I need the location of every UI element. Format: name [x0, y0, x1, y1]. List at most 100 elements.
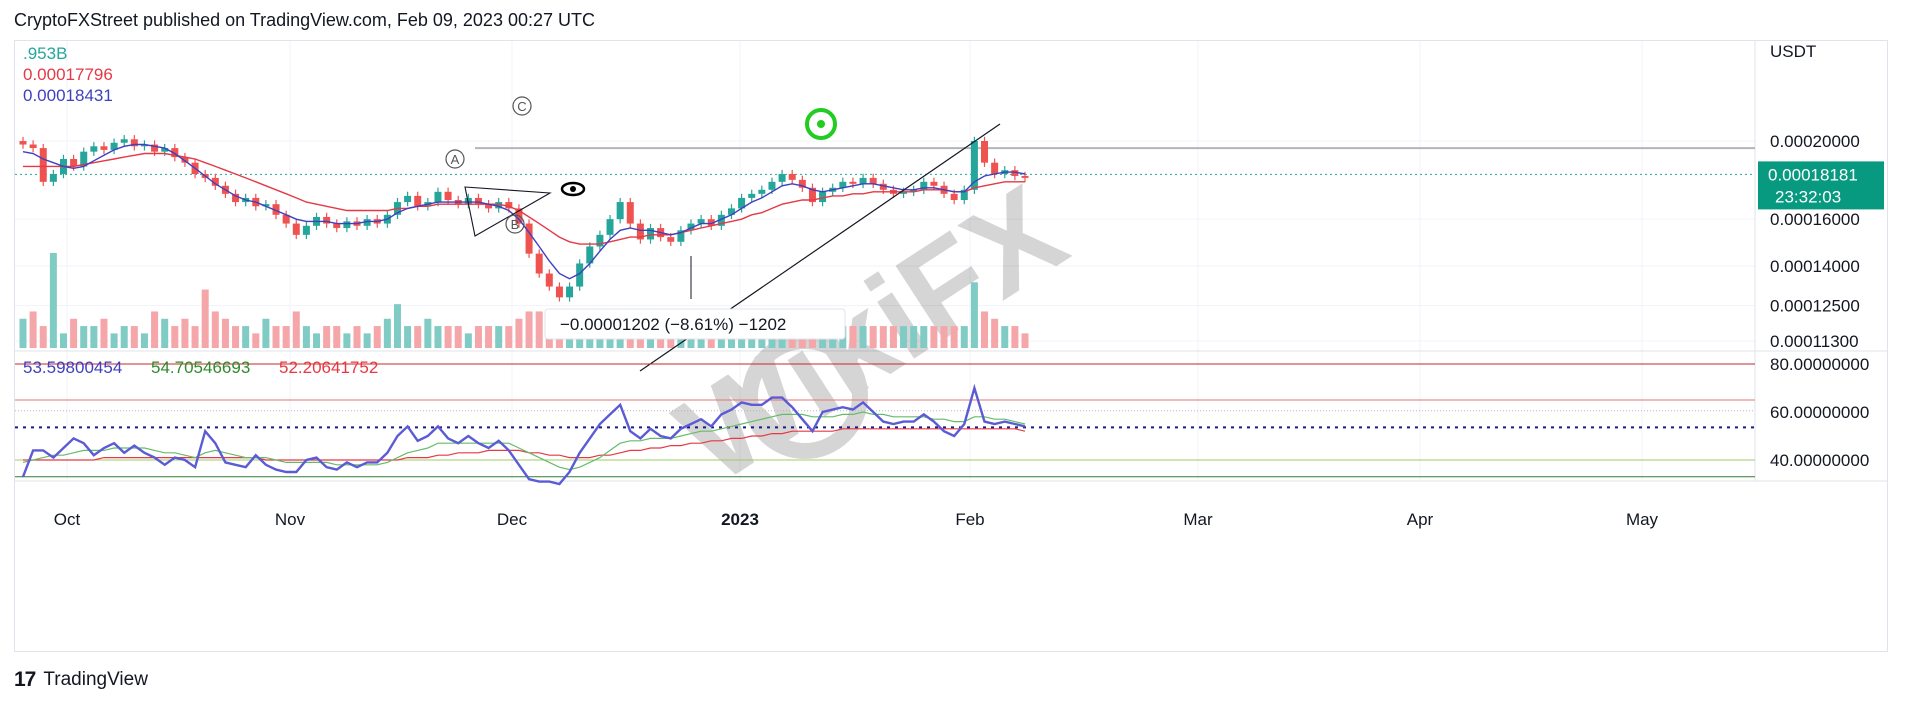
volume-bar [393, 304, 401, 348]
last-price-tag-box [1758, 161, 1884, 210]
candle-body [161, 148, 169, 152]
publisher-header: CryptoFXStreet published on TradingView.… [14, 10, 595, 30]
volume-bar [515, 318, 523, 348]
volume-bar [80, 326, 88, 348]
volume-bar [211, 311, 219, 348]
candle-body [566, 286, 574, 298]
volume-bar [191, 326, 199, 348]
candle-body [677, 230, 685, 242]
volume-bar [39, 326, 47, 348]
candle-body [606, 219, 614, 235]
candle-body [768, 181, 776, 190]
wave-label: A [451, 152, 460, 167]
volume-bar [849, 326, 857, 348]
volume-bar [70, 318, 78, 348]
candle-body [120, 139, 128, 143]
candle-body [586, 246, 594, 264]
time-tick-label: May [1626, 510, 1659, 529]
candle-body [262, 204, 270, 207]
candle-body [778, 174, 786, 182]
candle-body [39, 148, 47, 182]
measure-label: −0.00001202 (−8.61%) −1202 [560, 315, 786, 334]
axes: USDT 0.00020000 0.00016000 0.00014000 0.0001… [54, 42, 1870, 529]
osc-tick-label: 60.00000000 [1770, 403, 1869, 422]
time-tick-label: Feb [955, 510, 984, 529]
candle-body [626, 202, 634, 224]
volume-bar [535, 311, 543, 348]
price-legend-value: .953B [23, 44, 67, 63]
volume-bar [1021, 333, 1029, 348]
candle-body [232, 193, 240, 203]
target-circle-icon [805, 108, 837, 140]
candle-body [151, 144, 159, 152]
candle-body [130, 139, 138, 147]
candle-body [879, 183, 887, 190]
volume-bar [889, 326, 897, 348]
footer: 17 TradingView [14, 668, 148, 692]
volume-bar [120, 326, 128, 348]
candle-body [920, 181, 928, 190]
volume-bar [1011, 326, 1019, 348]
candle-body [535, 253, 543, 274]
candle-body [616, 202, 624, 220]
candle-body [70, 158, 78, 167]
ma-slow-line [23, 152, 1025, 245]
volume-bar [950, 326, 958, 348]
volume-bar [930, 326, 938, 348]
candle-body [211, 177, 219, 186]
volume-bar [960, 326, 968, 348]
reference-lines [15, 147, 1755, 175]
volume-bar [151, 311, 159, 348]
volume-bar [353, 326, 361, 348]
volume-bar [910, 326, 918, 348]
last-price-value: 0.00018181 [1768, 165, 1858, 184]
volume-bar [313, 333, 321, 348]
osc-tick-label: 80.00000000 [1770, 355, 1869, 374]
volume-bar [59, 333, 67, 348]
candle-body [171, 148, 179, 158]
candle-body [181, 157, 189, 163]
volume-bar [970, 282, 978, 348]
time-tick-label: 2023 [721, 510, 759, 529]
candle-body [717, 214, 725, 226]
time-tick-label: Apr [1407, 510, 1434, 529]
chart-frame[interactable]: WikiFX −0.00001202 (−8.61%) −1202 C A B USD… [14, 40, 1888, 652]
candle-body [707, 219, 715, 226]
osc-rsi-line [21, 383, 1026, 486]
tradingview-logo-icon[interactable]: 17 [14, 668, 36, 691]
candle-body [981, 141, 989, 163]
candle-body [727, 208, 735, 215]
candle-body [596, 234, 604, 247]
volume-bar [110, 333, 118, 348]
candle-body [970, 141, 978, 190]
candle-body [474, 197, 482, 205]
candle-body [910, 189, 918, 192]
volume-bar [869, 326, 877, 348]
volume-bar [373, 326, 381, 348]
volume-bar [474, 326, 482, 348]
candle-body [930, 181, 938, 186]
candle-body [302, 225, 310, 235]
volume-bar [940, 326, 948, 348]
candle-body [788, 174, 796, 180]
volume-bar [90, 326, 98, 348]
volume-bar [495, 326, 503, 348]
time-tick-label: Oct [54, 510, 81, 529]
candle-body [798, 179, 806, 188]
volume-bar [171, 326, 179, 348]
measure-box [544, 308, 846, 340]
osc-slow-line [23, 428, 1026, 461]
volume-bar [464, 333, 472, 348]
countdown-value: 23:32:03 [1775, 187, 1841, 206]
price-tick-label: 0.00016000 [1770, 210, 1860, 229]
osc-legend-value: 53.59800454 [23, 358, 122, 377]
candle-body [687, 223, 695, 231]
volume-bar [242, 326, 250, 348]
tradingview-brand[interactable]: TradingView [43, 669, 148, 690]
wave-label: B [511, 217, 520, 232]
target-dot-icon [817, 120, 825, 128]
volume-bar [981, 311, 989, 348]
candle-body [363, 219, 371, 226]
volume-bar [232, 326, 240, 348]
